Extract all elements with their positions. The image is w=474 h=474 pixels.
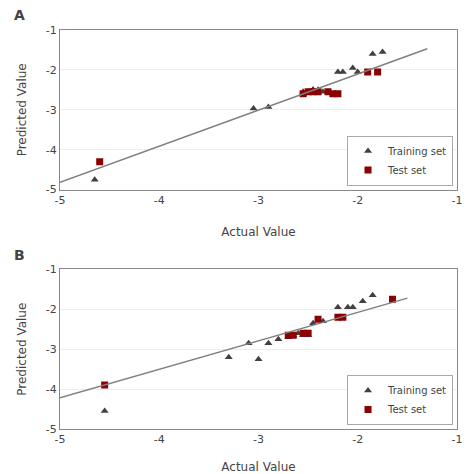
svg-text:-1: -1 <box>452 433 463 446</box>
svg-text:Actual Value: Actual Value <box>221 460 295 474</box>
svg-text:-1: -1 <box>46 263 57 276</box>
svg-text:-2: -2 <box>46 64 57 77</box>
svg-text:Test set: Test set <box>387 165 426 176</box>
svg-text:-5: -5 <box>46 183 57 196</box>
svg-text:-4: -4 <box>46 383 57 396</box>
svg-text:Training set: Training set <box>387 146 446 157</box>
svg-text:A: A <box>14 7 25 23</box>
svg-text:-5: -5 <box>55 194 66 207</box>
svg-text:-4: -4 <box>46 144 57 157</box>
svg-text:Actual Value: Actual Value <box>221 225 295 239</box>
svg-text:Predicted Value: Predicted Value <box>15 63 29 156</box>
svg-text:-2: -2 <box>46 303 57 316</box>
svg-text:Predicted Value: Predicted Value <box>15 303 29 396</box>
svg-text:-1: -1 <box>46 24 57 37</box>
svg-text:-3: -3 <box>46 343 57 356</box>
svg-text:Test set: Test set <box>387 404 426 415</box>
svg-text:-5: -5 <box>46 423 57 436</box>
svg-text:-2: -2 <box>352 194 363 207</box>
svg-text:-3: -3 <box>253 433 264 446</box>
svg-text:-1: -1 <box>452 194 463 207</box>
svg-text:-4: -4 <box>154 433 165 446</box>
svg-text:B: B <box>14 247 25 263</box>
svg-text:-3: -3 <box>253 194 264 207</box>
svg-text:-5: -5 <box>55 433 66 446</box>
svg-text:-4: -4 <box>154 194 165 207</box>
svg-text:-3: -3 <box>46 104 57 117</box>
svg-text:-2: -2 <box>352 433 363 446</box>
svg-text:Training set: Training set <box>387 385 446 396</box>
